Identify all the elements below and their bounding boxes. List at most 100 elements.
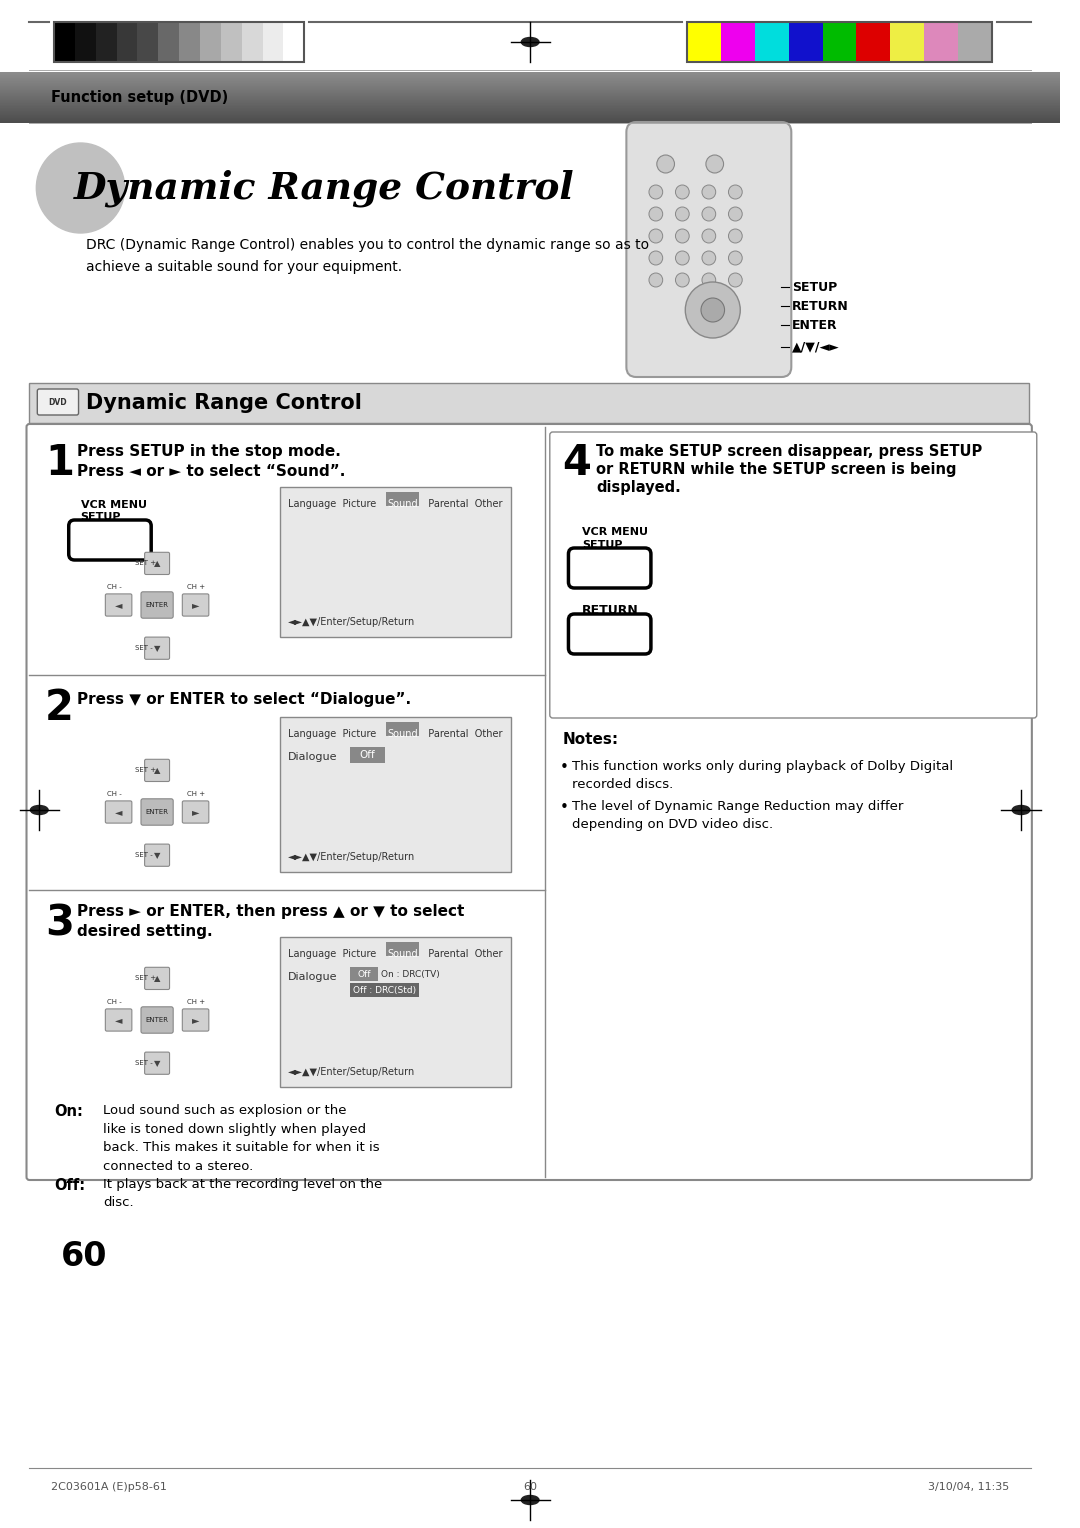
Bar <box>0 102 1061 104</box>
Text: Dynamic Range Control: Dynamic Range Control <box>73 170 575 206</box>
Circle shape <box>729 185 742 199</box>
Bar <box>0 95 1061 96</box>
Bar <box>0 121 1061 122</box>
Circle shape <box>702 206 716 222</box>
Circle shape <box>675 229 689 243</box>
Text: 4: 4 <box>563 442 592 484</box>
Bar <box>221 21 242 63</box>
Bar <box>0 92 1061 93</box>
Circle shape <box>657 154 675 173</box>
Text: CH -: CH - <box>107 792 122 798</box>
Bar <box>0 84 1061 86</box>
Bar <box>0 93 1061 96</box>
Text: It plays back at the recording level on the
disc.: It plays back at the recording level on … <box>103 1178 382 1210</box>
Text: Dynamic Range Control: Dynamic Range Control <box>86 393 362 413</box>
Bar <box>283 21 305 63</box>
Bar <box>823 21 856 63</box>
FancyBboxPatch shape <box>550 432 1037 718</box>
Text: ►: ► <box>192 1015 200 1025</box>
Bar <box>0 90 1061 92</box>
Text: On : DRC(TV): On : DRC(TV) <box>381 969 440 978</box>
FancyBboxPatch shape <box>141 1007 173 1033</box>
Bar <box>755 21 789 63</box>
Text: Off: Off <box>357 969 372 978</box>
Bar <box>75 21 96 63</box>
Bar <box>0 81 1061 83</box>
Text: CH +: CH + <box>187 792 204 798</box>
Bar <box>280 937 511 1086</box>
Text: Press ▼ or ENTER to select “Dialogue”.: Press ▼ or ENTER to select “Dialogue”. <box>77 692 410 707</box>
Circle shape <box>702 229 716 243</box>
Bar <box>0 105 1061 107</box>
Bar <box>280 717 511 872</box>
Circle shape <box>729 274 742 287</box>
FancyBboxPatch shape <box>106 1008 132 1031</box>
Text: CH -: CH - <box>107 999 122 1005</box>
Bar <box>0 92 1061 93</box>
Text: Dialogue: Dialogue <box>287 972 337 983</box>
Text: Loud sound such as explosion or the
like is toned down slightly when played
back: Loud sound such as explosion or the like… <box>103 1105 380 1172</box>
Text: recorded discs.: recorded discs. <box>572 778 674 792</box>
Bar <box>0 83 1061 86</box>
Text: ►: ► <box>192 807 200 817</box>
Bar <box>0 73 1061 75</box>
Bar <box>0 104 1061 105</box>
Ellipse shape <box>522 38 539 46</box>
Bar <box>0 84 1061 86</box>
Bar <box>0 115 1061 116</box>
Text: VCR MENU: VCR MENU <box>582 527 648 536</box>
Bar <box>0 107 1061 108</box>
Text: Parental  Other: Parental Other <box>422 729 502 740</box>
Text: ▼: ▼ <box>153 643 160 652</box>
Circle shape <box>702 251 716 264</box>
Text: ◄: ◄ <box>114 601 122 610</box>
Bar <box>0 98 1061 99</box>
Text: Press ◄ or ► to select “Sound”.: Press ◄ or ► to select “Sound”. <box>77 465 345 478</box>
Text: Off : DRC(Std): Off : DRC(Std) <box>353 986 417 995</box>
Bar <box>0 83 1061 84</box>
Bar <box>0 89 1061 90</box>
Bar <box>0 95 1061 96</box>
Bar <box>0 81 1061 83</box>
Text: ▼: ▼ <box>153 851 160 860</box>
Circle shape <box>649 251 663 264</box>
Circle shape <box>675 185 689 199</box>
Bar <box>137 21 159 63</box>
Bar <box>0 118 1061 119</box>
Text: ◄►▲▼/Enter/Setup/Return: ◄►▲▼/Enter/Setup/Return <box>287 1067 415 1077</box>
Circle shape <box>729 206 742 222</box>
Circle shape <box>702 274 716 287</box>
Circle shape <box>37 144 124 232</box>
Text: ▲: ▲ <box>153 559 160 568</box>
Bar <box>0 93 1061 95</box>
Text: SET +: SET + <box>135 561 157 567</box>
Text: SET -: SET - <box>135 853 153 859</box>
Text: Press ► or ENTER, then press ▲ or ▼ to select: Press ► or ENTER, then press ▲ or ▼ to s… <box>77 905 464 918</box>
Bar <box>958 21 993 63</box>
Bar <box>0 110 1061 112</box>
Bar <box>280 487 511 637</box>
FancyBboxPatch shape <box>141 799 173 825</box>
Bar <box>0 73 1061 75</box>
Bar <box>0 78 1061 79</box>
FancyBboxPatch shape <box>38 390 79 416</box>
Bar <box>0 72 1061 73</box>
Text: SET +: SET + <box>135 767 157 773</box>
Text: ◄►▲▼/Enter/Setup/Return: ◄►▲▼/Enter/Setup/Return <box>287 617 415 626</box>
Circle shape <box>649 274 663 287</box>
Circle shape <box>649 185 663 199</box>
Bar <box>0 75 1061 76</box>
Text: Sound: Sound <box>388 729 418 740</box>
Text: displayed.: displayed. <box>596 480 680 495</box>
Text: VCR MENU: VCR MENU <box>81 500 147 510</box>
Text: Notes:: Notes: <box>563 732 619 747</box>
FancyBboxPatch shape <box>141 591 173 619</box>
Text: desired setting.: desired setting. <box>77 924 212 940</box>
Text: Off:: Off: <box>54 1178 85 1193</box>
Bar <box>0 98 1061 99</box>
Bar <box>96 21 117 63</box>
Text: ENTER: ENTER <box>793 318 838 332</box>
Text: This function works only during playback of Dolby Digital: This function works only during playback… <box>572 759 954 773</box>
FancyBboxPatch shape <box>69 520 151 559</box>
Circle shape <box>649 206 663 222</box>
